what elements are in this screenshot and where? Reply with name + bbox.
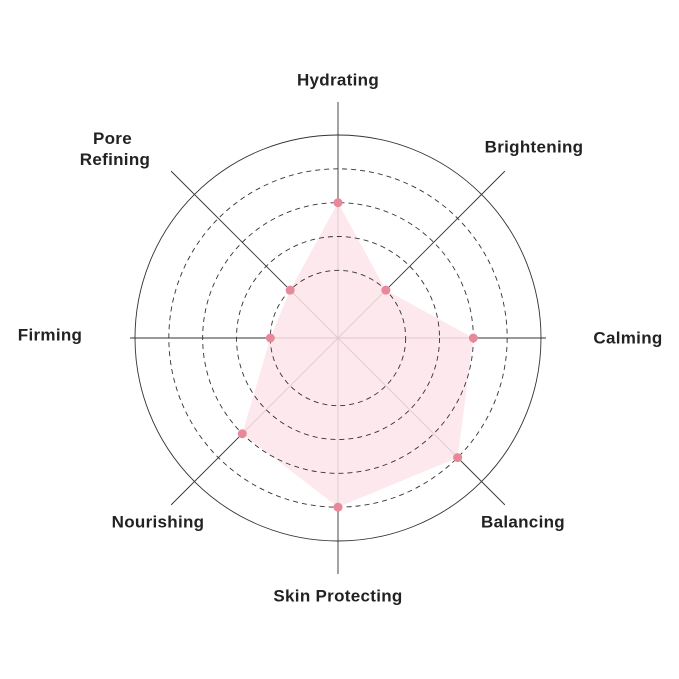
- data-point: [333, 198, 343, 208]
- data-area: [242, 202, 474, 508]
- category-label: Nourishing: [112, 512, 205, 531]
- category-label: Hydrating: [297, 70, 379, 89]
- category-label: Calming: [593, 328, 662, 347]
- data-point: [453, 453, 463, 463]
- category-label: Brightening: [485, 137, 584, 156]
- data-point: [285, 285, 295, 295]
- data-point: [265, 333, 275, 343]
- category-label: Firming: [18, 325, 82, 344]
- data-point: [381, 285, 391, 295]
- data-point: [237, 429, 247, 439]
- data-point: [333, 502, 343, 512]
- category-label: Skin Protecting: [273, 586, 402, 605]
- outer-ring: [134, 134, 542, 542]
- category-label: Pore Refining: [80, 129, 150, 169]
- data-point: [468, 333, 478, 343]
- grid-ring: [269, 269, 407, 407]
- grid-ring: [236, 236, 440, 440]
- category-label: Balancing: [481, 512, 565, 531]
